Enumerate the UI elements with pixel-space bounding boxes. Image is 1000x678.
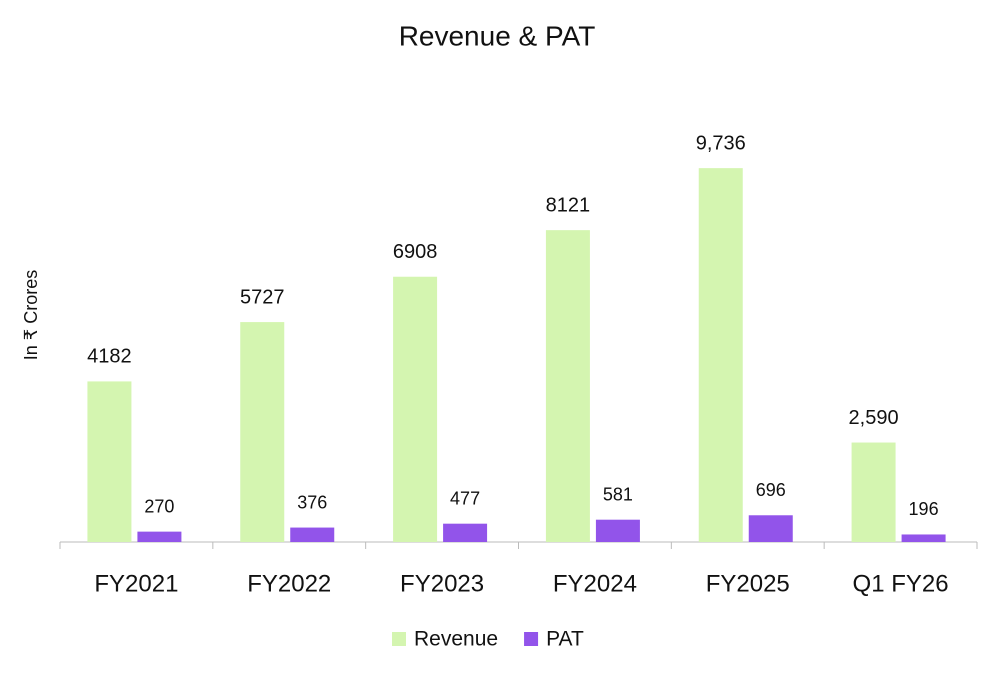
- value-label: 270: [144, 496, 174, 516]
- bar: [443, 523, 488, 542]
- value-label: 581: [603, 484, 633, 504]
- value-label: 376: [297, 492, 327, 512]
- legend-label: Revenue: [414, 628, 498, 651]
- x-tick-label: FY2021: [94, 570, 178, 597]
- bar: [545, 230, 590, 542]
- chart-title: Revenue & PAT: [399, 20, 596, 51]
- value-label: 6908: [393, 241, 438, 263]
- legend-swatch: [392, 632, 406, 646]
- y-axis-label: In ₹ Crores: [21, 270, 41, 360]
- bar: [87, 381, 132, 542]
- legend-swatch: [524, 632, 539, 646]
- legend-label: PAT: [546, 628, 584, 651]
- value-label: 696: [756, 480, 786, 500]
- value-label: 196: [909, 499, 939, 519]
- x-tick-label: Q1 FY26: [853, 570, 949, 597]
- value-label: 477: [450, 488, 480, 508]
- bar: [240, 322, 285, 542]
- value-label: 5727: [240, 286, 285, 308]
- bar: [901, 534, 946, 542]
- value-label: 9,736: [696, 132, 746, 154]
- x-tick-label: FY2024: [553, 570, 637, 597]
- bar: [393, 276, 438, 542]
- value-label: 8121: [546, 194, 591, 216]
- bar: [595, 519, 640, 542]
- bar: [851, 442, 896, 542]
- value-label: 4182: [87, 346, 132, 368]
- bar: [290, 527, 335, 542]
- legend: Revenue PAT: [392, 628, 584, 651]
- x-tick-label: FY2023: [400, 570, 484, 597]
- bar: [137, 531, 182, 542]
- x-tick-label: FY2025: [706, 570, 790, 597]
- x-tick-label: FY2022: [247, 570, 331, 597]
- bar: [698, 168, 743, 542]
- value-label: 2,590: [849, 407, 899, 429]
- bar: [748, 515, 793, 542]
